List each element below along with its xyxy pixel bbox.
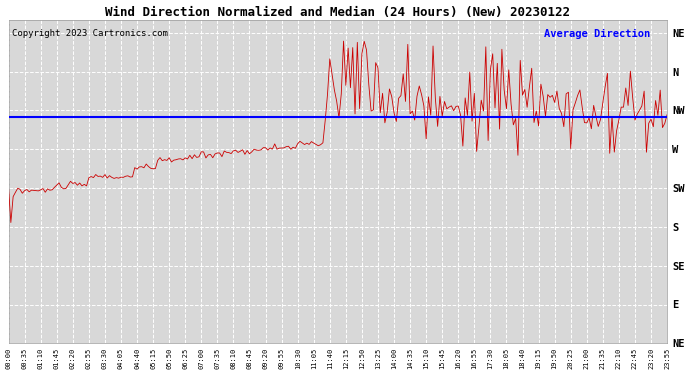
Text: Copyright 2023 Cartronics.com: Copyright 2023 Cartronics.com — [12, 29, 168, 38]
Text: Average Direction: Average Direction — [544, 29, 651, 39]
Title: Wind Direction Normalized and Median (24 Hours) (New) 20230122: Wind Direction Normalized and Median (24… — [106, 6, 571, 18]
